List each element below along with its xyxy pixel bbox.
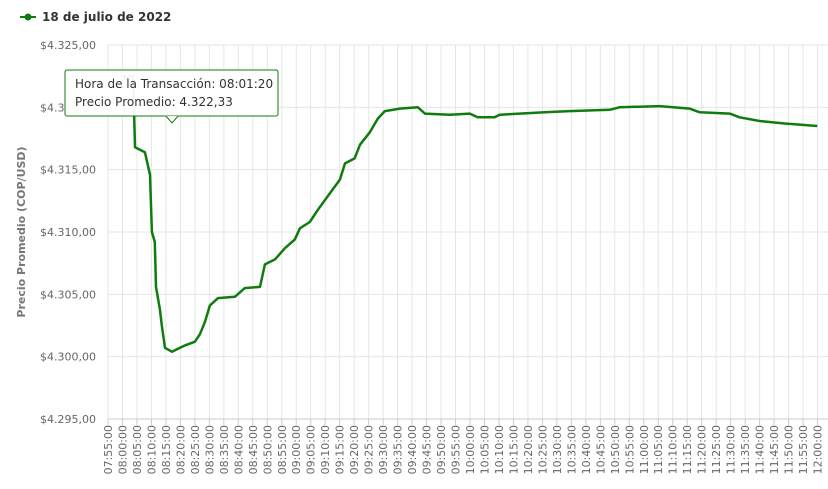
x-tick-label: 10:20:00 bbox=[522, 425, 535, 474]
x-tick-label: 09:05:00 bbox=[305, 425, 318, 474]
x-tick-label: 11:50:00 bbox=[783, 425, 796, 474]
legend-marker bbox=[24, 13, 32, 21]
x-tick-label: 12:05:00 bbox=[826, 425, 828, 474]
x-tick-label: 09:50:00 bbox=[435, 425, 448, 474]
x-tick-label: 10:05:00 bbox=[478, 425, 491, 474]
x-tick-label: 09:30:00 bbox=[377, 425, 390, 474]
x-tick-label: 10:50:00 bbox=[609, 425, 622, 474]
x-tick-label: 08:55:00 bbox=[276, 425, 289, 474]
x-tick-label: 09:25:00 bbox=[363, 425, 376, 474]
x-tick-label: 09:00:00 bbox=[290, 425, 303, 474]
tooltip-price: Precio Promedio: 4.322,33 bbox=[75, 95, 233, 109]
x-tick-label: 11:10:00 bbox=[667, 425, 680, 474]
x-tick-label: 08:05:00 bbox=[131, 425, 144, 474]
x-tick-label: 08:35:00 bbox=[218, 425, 231, 474]
x-tick-label: 11:30:00 bbox=[725, 425, 738, 474]
y-tick-label: $4.295,00 bbox=[40, 413, 96, 426]
legend-label[interactable]: 18 de julio de 2022 bbox=[42, 10, 171, 24]
x-tick-label: 08:20:00 bbox=[174, 425, 187, 474]
y-axis-title: Precio Promedio (COP/USD) bbox=[15, 146, 28, 317]
x-tick-label: 08:45:00 bbox=[247, 425, 260, 474]
x-tick-label: 10:00:00 bbox=[464, 425, 477, 474]
x-tick-label: 10:25:00 bbox=[536, 425, 549, 474]
x-tick-label: 11:00:00 bbox=[638, 425, 651, 474]
x-tick-label: 08:10:00 bbox=[145, 425, 158, 474]
x-tick-label: 10:10:00 bbox=[493, 425, 506, 474]
x-tick-label: 09:40:00 bbox=[406, 425, 419, 474]
x-tick-label: 11:20:00 bbox=[696, 425, 709, 474]
x-tick-label: 09:55:00 bbox=[450, 425, 463, 474]
y-tick-label: $4.305,00 bbox=[40, 288, 96, 301]
x-tick-label: 11:55:00 bbox=[797, 425, 810, 474]
x-tick-label: 09:10:00 bbox=[319, 425, 332, 474]
y-tick-label: $4.300,00 bbox=[40, 351, 96, 364]
x-tick-label: 11:25:00 bbox=[710, 425, 723, 474]
tooltip: Hora de la Transacción: 08:01:20 Precio P… bbox=[64, 69, 279, 124]
x-tick-label: 11:40:00 bbox=[754, 425, 767, 474]
x-tick-label: 08:25:00 bbox=[189, 425, 202, 474]
x-tick-label: 08:30:00 bbox=[203, 425, 216, 474]
x-tick-label: 10:35:00 bbox=[565, 425, 578, 474]
x-tick-label: 09:35:00 bbox=[392, 425, 405, 474]
x-tick-label: 11:35:00 bbox=[739, 425, 752, 474]
x-tick-label: 11:45:00 bbox=[768, 425, 781, 474]
y-tick-label: $4.310,00 bbox=[40, 226, 96, 239]
x-tick-label: 10:30:00 bbox=[551, 425, 564, 474]
data-line bbox=[122, 73, 818, 353]
x-tick-label: 09:45:00 bbox=[421, 425, 434, 474]
x-tick-label: 10:40:00 bbox=[580, 425, 593, 474]
x-tick-label: 10:15:00 bbox=[507, 425, 520, 474]
x-tick-label: 08:40:00 bbox=[232, 425, 245, 474]
x-tick-label: 10:55:00 bbox=[623, 425, 636, 474]
x-tick-label: 12:00:00 bbox=[812, 425, 825, 474]
tooltip-pointer bbox=[165, 115, 179, 124]
x-tick-label: 11:05:00 bbox=[652, 425, 665, 474]
x-tick-label: 08:15:00 bbox=[160, 425, 173, 474]
y-tick-label: $4.315,00 bbox=[40, 164, 96, 177]
x-tick-label: 09:15:00 bbox=[334, 425, 347, 474]
x-tick-label: 08:00:00 bbox=[116, 425, 129, 474]
y-tick-label: $4.325,00 bbox=[40, 39, 96, 52]
x-tick-label: 09:20:00 bbox=[348, 425, 361, 474]
tooltip-time: Hora de la Transacción: 08:01:20 bbox=[75, 77, 273, 91]
x-tick-label: 10:45:00 bbox=[594, 425, 607, 474]
x-tick-label: 07:55:00 bbox=[102, 425, 115, 474]
x-tick-label: 08:50:00 bbox=[261, 425, 274, 474]
x-tick-label: 11:15:00 bbox=[681, 425, 694, 474]
